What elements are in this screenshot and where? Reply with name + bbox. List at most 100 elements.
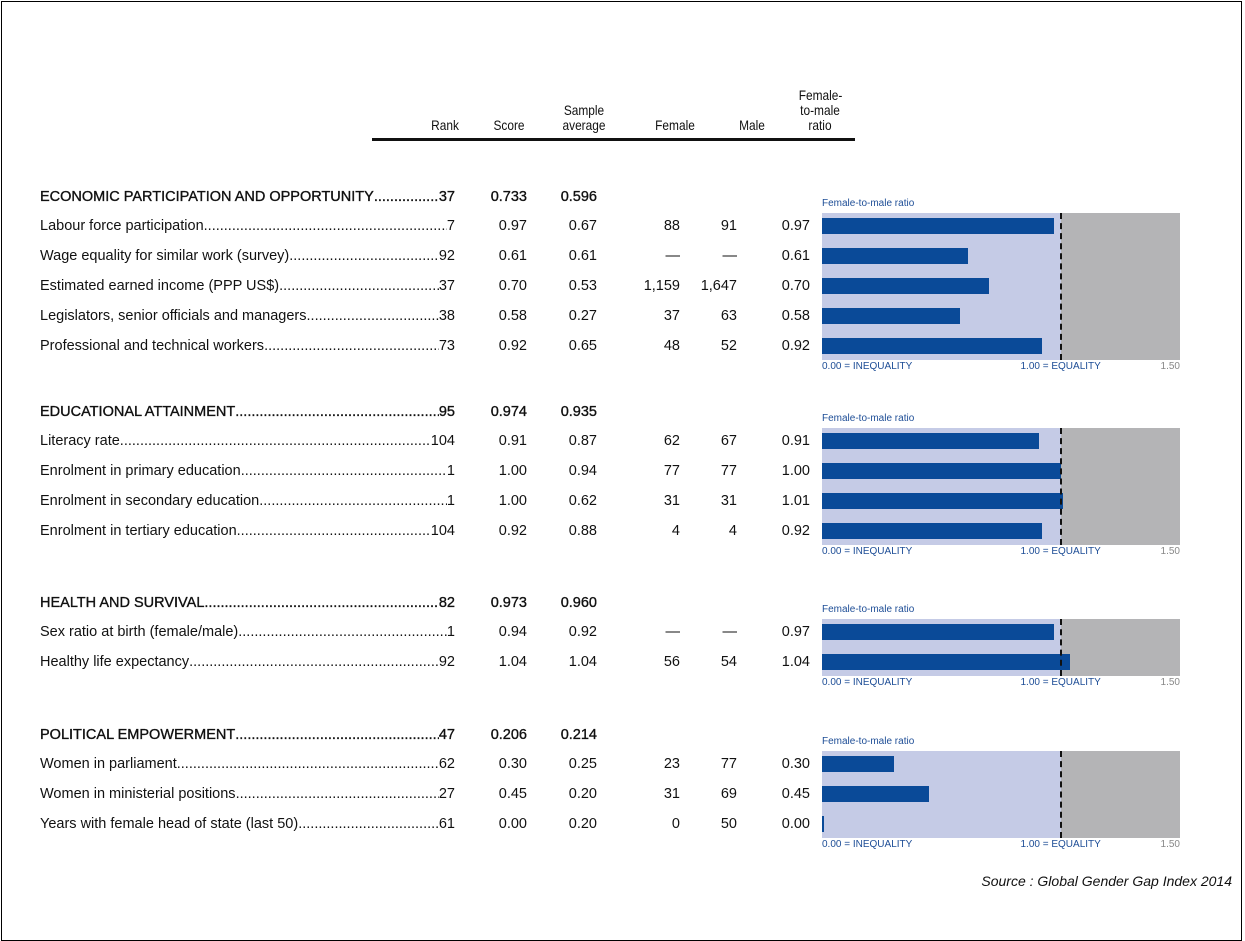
cell-ratio: 0.92	[781, 337, 810, 354]
cell-average: 0.53	[568, 277, 597, 294]
cell-average: 0.67	[568, 217, 597, 234]
indicator-label: Estimated earned income (PPP US$)	[40, 277, 280, 294]
section-rank: 37	[438, 189, 455, 205]
scale-label: 1.50	[1160, 360, 1180, 372]
row-name: Women in ministerial positions 27	[40, 785, 455, 803]
cell-ratio: 0.58	[781, 307, 810, 324]
indicator-rank: 1	[446, 492, 455, 509]
cell-male: 69	[720, 785, 737, 802]
indicator-label: Healthy life expectancy	[40, 653, 190, 670]
cell-score: 0.91	[498, 432, 527, 449]
cell-male: 54	[720, 653, 737, 670]
leader	[241, 462, 447, 480]
chart-label: Female-to-male ratio	[822, 603, 915, 615]
cell-male: 4	[728, 522, 737, 539]
leader	[289, 247, 439, 265]
section-label: ECONOMIC PARTICIPATION AND OPPORTUNITY	[40, 189, 374, 205]
indicator-rank: 7	[446, 217, 455, 234]
section-name: HEALTH AND SURVIVAL 82	[40, 594, 455, 612]
cell-male: 1,647	[700, 277, 737, 294]
indicator-label: Enrolment in primary education	[40, 462, 241, 479]
cell-score: 1.00	[498, 462, 527, 479]
cell-male: 31	[720, 492, 737, 509]
row-name: Healthy life expectancy 92	[40, 653, 455, 671]
indicator-rank: 104	[430, 522, 455, 539]
section-average: 0.960	[560, 595, 598, 611]
chart-bg-over	[1060, 618, 1180, 676]
cell-score: 0.00	[498, 815, 527, 832]
indicator-rank: 1	[446, 623, 455, 640]
section-rank: 82	[438, 595, 455, 611]
chart-label: Female-to-male ratio	[822, 197, 915, 209]
cell-average: 0.27	[568, 307, 597, 324]
indicator-rank: 92	[438, 247, 455, 264]
cell-female: 62	[663, 432, 680, 449]
indicator-rank: 104	[430, 432, 455, 449]
section-rank: 95	[438, 404, 455, 420]
cell-female: 31	[663, 785, 680, 802]
leader	[374, 188, 439, 206]
indicator-label: Women in ministerial positions	[40, 785, 236, 802]
source-note: Source : Global Gender Gap Index 2014	[981, 873, 1232, 889]
cell-female: —	[665, 623, 681, 640]
equality-line	[1059, 427, 1062, 545]
leader	[204, 594, 438, 612]
equality-line	[1059, 618, 1062, 676]
leader	[307, 307, 439, 325]
section-label: EDUCATIONAL ATTAINMENT	[40, 404, 236, 420]
scale-label: 1.50	[1160, 545, 1180, 557]
section-rank: 47	[438, 727, 455, 743]
cell-female: 77	[663, 462, 680, 479]
header-rule	[372, 138, 855, 141]
ratio-bar	[822, 522, 1042, 539]
indicator-label: Years with female head of state (last 50…	[40, 815, 299, 832]
chart-label: Female-to-male ratio	[822, 412, 915, 424]
cell-average: 0.94	[568, 462, 597, 479]
row-name: Sex ratio at birth (female/male) 1	[40, 623, 455, 641]
cell-average: 0.20	[568, 785, 597, 802]
cell-ratio: 1.04	[781, 653, 810, 670]
cell-ratio: 0.00	[781, 815, 810, 832]
ratio-bar	[822, 815, 824, 832]
leader	[120, 432, 431, 450]
cell-score: 0.97	[498, 217, 527, 234]
section-name: POLITICAL EMPOWERMENT 47	[40, 726, 455, 744]
leader	[237, 522, 431, 540]
cell-average: 1.04	[568, 653, 597, 670]
leader	[235, 726, 439, 744]
indicator-rank: 62	[438, 755, 455, 772]
cell-average: 0.92	[568, 623, 597, 640]
indicator-rank: 38	[438, 307, 455, 324]
equality-line	[1059, 750, 1062, 838]
column-header: Female	[655, 117, 695, 133]
indicator-label: Wage equality for similar work (survey)	[40, 247, 290, 264]
indicator-rank: 73	[438, 337, 455, 354]
indicator-label: Women in parliament	[40, 755, 177, 772]
row-name: Women in parliament 62	[40, 755, 455, 773]
section-name: ECONOMIC PARTICIPATION AND OPPORTUNITY 37	[40, 188, 455, 206]
cell-score: 0.58	[498, 307, 527, 324]
cell-female: 56	[663, 653, 680, 670]
ratio-bar	[822, 462, 1061, 479]
leader	[238, 623, 447, 641]
section-average: 0.214	[560, 727, 598, 743]
cell-score: 0.30	[498, 755, 527, 772]
ratio-bar	[822, 432, 1040, 449]
cell-male: 91	[720, 217, 737, 234]
cell-average: 0.61	[568, 247, 597, 264]
indicator-rank: 27	[438, 785, 455, 802]
section-score: 0.206	[490, 727, 528, 743]
leader	[177, 755, 439, 773]
cell-female: 48	[663, 337, 680, 354]
cell-ratio: 0.70	[781, 277, 810, 294]
scale-label: 0.00 = INEQUALITY	[822, 545, 913, 557]
chart-bg-over	[1060, 750, 1180, 838]
column-header: Score	[493, 117, 525, 133]
scale-label: 1.00 = EQUALITY	[1020, 545, 1101, 557]
column-header: Rank	[431, 117, 459, 133]
indicator-label: Sex ratio at birth (female/male)	[40, 623, 239, 640]
scale-label: 1.50	[1160, 838, 1180, 850]
cell-score: 1.00	[498, 492, 527, 509]
indicator-rank: 37	[438, 277, 455, 294]
scale-label: 1.00 = EQUALITY	[1020, 360, 1101, 372]
